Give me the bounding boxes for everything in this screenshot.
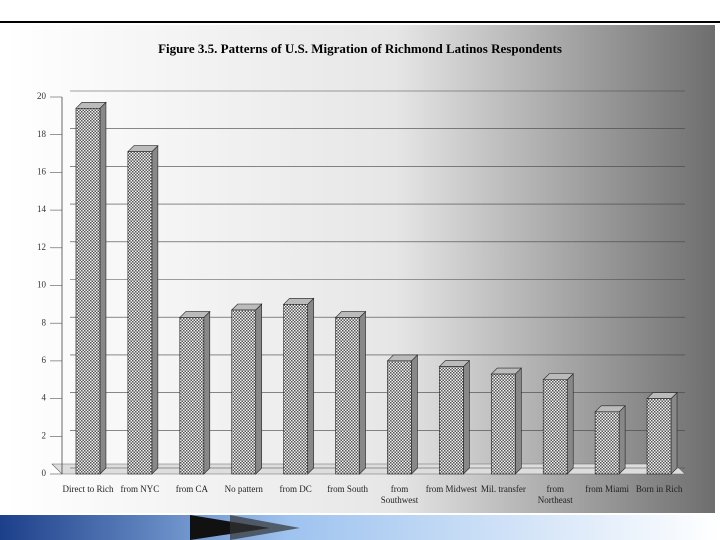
x-tick-label: No pattern xyxy=(224,484,263,494)
bar-side xyxy=(359,310,366,475)
bar-side xyxy=(463,359,470,475)
bar-side xyxy=(255,303,263,475)
bar xyxy=(179,310,211,475)
bar xyxy=(438,359,471,475)
bar-front xyxy=(283,304,308,475)
bar-front xyxy=(646,398,672,475)
x-tick-label: Direct to Rich xyxy=(62,484,114,494)
bar-front xyxy=(542,379,568,475)
y-tick-label: 18 xyxy=(37,129,47,139)
y-tick-label: 16 xyxy=(37,166,47,176)
bar-front xyxy=(179,317,205,475)
y-tick-label: 12 xyxy=(37,242,46,252)
bar xyxy=(127,144,159,475)
bar xyxy=(594,405,626,475)
x-tick-label: from South xyxy=(327,484,368,494)
footer-band xyxy=(0,515,720,540)
bar-front xyxy=(594,411,620,475)
bar xyxy=(75,101,107,475)
x-tick-label: from Northeast xyxy=(537,484,573,505)
bar-front xyxy=(439,366,464,475)
bar xyxy=(334,310,367,475)
bar-front xyxy=(335,317,360,475)
x-tick-label: from CA xyxy=(175,484,208,494)
bar-front xyxy=(75,108,101,475)
y-tick-label: 4 xyxy=(42,393,47,403)
x-tick-label: from Southwest xyxy=(380,484,419,505)
bar-side xyxy=(670,391,678,475)
x-tick-label: Born in Rich xyxy=(635,484,683,494)
x-tick-label: Mil. transfer xyxy=(480,484,526,494)
chart-title: Figure 3.5. Patterns of U.S. Migration o… xyxy=(158,41,562,56)
bar-side xyxy=(514,367,522,475)
bar-side xyxy=(566,373,574,475)
bar-front xyxy=(387,360,412,475)
footer-arrow xyxy=(230,515,300,540)
bar-side xyxy=(307,297,314,475)
y-tick-label: 20 xyxy=(37,91,47,101)
bar-side xyxy=(151,144,159,475)
bar-front xyxy=(127,151,153,475)
bar xyxy=(646,391,678,475)
x-tick-label: from Miami xyxy=(585,484,630,494)
y-tick-label: 10 xyxy=(37,280,47,290)
bar-side xyxy=(203,310,211,475)
bar-front xyxy=(490,373,516,475)
bar xyxy=(490,367,523,475)
bar-side xyxy=(99,101,107,475)
y-tick-label: 8 xyxy=(42,317,47,327)
y-tick-label: 0 xyxy=(42,468,47,478)
bar xyxy=(542,373,574,475)
bar-front xyxy=(231,309,257,475)
x-tick-label: from DC xyxy=(279,484,312,494)
y-tick-label: 2 xyxy=(42,430,47,440)
bar xyxy=(282,297,315,475)
bar xyxy=(386,354,419,475)
bar-side xyxy=(411,354,418,475)
x-tick-label: from NYC xyxy=(120,484,160,494)
bar-side xyxy=(618,405,626,475)
x-tick-label: from Midwest xyxy=(425,484,478,494)
y-tick-label: 6 xyxy=(42,355,47,365)
y-tick-label: 14 xyxy=(37,204,47,214)
bar xyxy=(230,303,263,475)
